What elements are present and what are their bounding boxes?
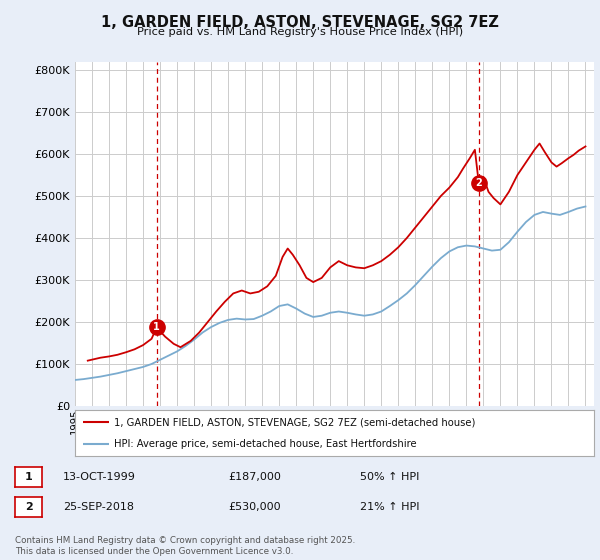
- Text: 1, GARDEN FIELD, ASTON, STEVENAGE, SG2 7EZ (semi-detached house): 1, GARDEN FIELD, ASTON, STEVENAGE, SG2 7…: [114, 417, 475, 427]
- Text: 1, GARDEN FIELD, ASTON, STEVENAGE, SG2 7EZ: 1, GARDEN FIELD, ASTON, STEVENAGE, SG2 7…: [101, 15, 499, 30]
- Text: £530,000: £530,000: [228, 502, 281, 512]
- Text: Price paid vs. HM Land Registry's House Price Index (HPI): Price paid vs. HM Land Registry's House …: [137, 27, 463, 37]
- Text: 13-OCT-1999: 13-OCT-1999: [63, 472, 136, 482]
- Text: 2: 2: [25, 502, 32, 512]
- Text: 1: 1: [25, 472, 32, 482]
- Text: 1: 1: [154, 323, 160, 333]
- Text: Contains HM Land Registry data © Crown copyright and database right 2025.
This d: Contains HM Land Registry data © Crown c…: [15, 536, 355, 556]
- Text: 2: 2: [475, 179, 482, 188]
- Text: 25-SEP-2018: 25-SEP-2018: [63, 502, 134, 512]
- Text: 50% ↑ HPI: 50% ↑ HPI: [360, 472, 419, 482]
- Text: £187,000: £187,000: [228, 472, 281, 482]
- Text: 21% ↑ HPI: 21% ↑ HPI: [360, 502, 419, 512]
- Text: HPI: Average price, semi-detached house, East Hertfordshire: HPI: Average price, semi-detached house,…: [114, 440, 416, 450]
